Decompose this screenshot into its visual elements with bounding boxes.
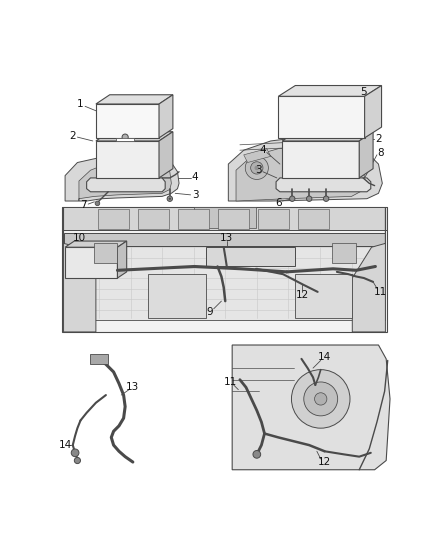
Polygon shape [279, 85, 381, 96]
Text: 12: 12 [296, 290, 309, 300]
Text: 14: 14 [58, 440, 72, 450]
Text: 6: 6 [275, 198, 282, 207]
Circle shape [122, 134, 128, 140]
Circle shape [254, 166, 259, 170]
Text: 4: 4 [192, 172, 198, 182]
Circle shape [74, 457, 81, 464]
Text: 13: 13 [220, 233, 233, 243]
Polygon shape [96, 141, 159, 178]
Circle shape [304, 382, 338, 416]
Text: 11: 11 [374, 287, 387, 297]
Polygon shape [232, 345, 390, 470]
Polygon shape [244, 149, 271, 163]
Polygon shape [96, 132, 173, 141]
Polygon shape [94, 244, 117, 263]
Circle shape [169, 198, 171, 200]
Circle shape [71, 449, 79, 457]
Circle shape [95, 201, 100, 206]
Polygon shape [116, 138, 134, 141]
Polygon shape [65, 247, 117, 278]
Polygon shape [62, 207, 387, 230]
Circle shape [251, 161, 263, 174]
Polygon shape [117, 241, 127, 278]
Polygon shape [138, 209, 169, 229]
Polygon shape [194, 207, 256, 228]
Polygon shape [91, 354, 108, 364]
Polygon shape [96, 95, 173, 104]
Polygon shape [62, 207, 387, 332]
Circle shape [314, 393, 327, 405]
Polygon shape [65, 241, 127, 247]
Text: 8: 8 [378, 148, 384, 158]
Polygon shape [352, 207, 385, 332]
Text: 4: 4 [260, 145, 266, 155]
Text: 12: 12 [318, 457, 331, 467]
Polygon shape [96, 104, 159, 138]
Text: 9: 9 [207, 307, 213, 317]
Polygon shape [206, 247, 294, 266]
Polygon shape [298, 209, 329, 229]
Polygon shape [364, 85, 381, 138]
Polygon shape [148, 274, 206, 318]
Polygon shape [218, 209, 249, 229]
Circle shape [167, 196, 173, 201]
Text: 10: 10 [72, 233, 85, 243]
Polygon shape [282, 141, 359, 178]
Text: 2: 2 [375, 134, 382, 144]
Polygon shape [64, 246, 385, 320]
Circle shape [253, 450, 261, 458]
Polygon shape [65, 154, 179, 201]
Text: 14: 14 [318, 352, 331, 361]
Text: 5: 5 [360, 87, 367, 96]
Polygon shape [236, 147, 365, 201]
Text: 7: 7 [80, 200, 87, 210]
Circle shape [307, 196, 312, 201]
Polygon shape [98, 209, 129, 229]
Polygon shape [279, 96, 364, 138]
Polygon shape [64, 233, 385, 246]
Polygon shape [159, 95, 173, 138]
Text: 11: 11 [224, 377, 237, 387]
Polygon shape [64, 207, 96, 332]
Text: 3: 3 [255, 165, 261, 175]
Polygon shape [228, 137, 382, 201]
Polygon shape [79, 161, 171, 201]
Circle shape [290, 196, 295, 201]
Polygon shape [294, 274, 352, 318]
Polygon shape [332, 244, 356, 263]
Polygon shape [178, 209, 209, 229]
Text: 13: 13 [126, 382, 139, 392]
Polygon shape [359, 132, 373, 178]
Polygon shape [276, 178, 371, 192]
Polygon shape [159, 132, 173, 178]
Circle shape [291, 370, 350, 428]
Circle shape [245, 156, 268, 180]
Text: 1: 1 [77, 99, 84, 109]
Polygon shape [282, 132, 373, 141]
Polygon shape [87, 178, 165, 192]
Text: 2: 2 [70, 131, 76, 141]
Text: 3: 3 [192, 190, 198, 200]
Circle shape [323, 196, 329, 201]
Polygon shape [258, 209, 289, 229]
